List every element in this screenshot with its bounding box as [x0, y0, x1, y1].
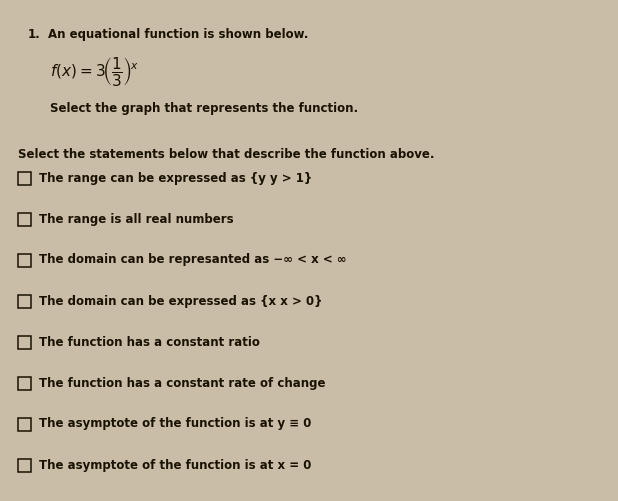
Text: Select the statements below that describe the function above.: Select the statements below that describ…: [18, 148, 434, 161]
Bar: [18, 172, 31, 185]
Bar: [18, 336, 31, 349]
Text: The function has a constant ratio: The function has a constant ratio: [39, 336, 260, 349]
Text: The range can be expressed as {y y > 1}: The range can be expressed as {y y > 1}: [39, 171, 312, 184]
Text: 1.: 1.: [28, 28, 41, 41]
Text: The domain can be expressed as {x x > 0}: The domain can be expressed as {x x > 0}: [39, 295, 323, 308]
Bar: [18, 254, 31, 267]
Bar: [18, 213, 31, 226]
Bar: [18, 377, 31, 390]
Bar: [18, 295, 31, 308]
Text: Select the graph that represents the function.: Select the graph that represents the fun…: [50, 102, 358, 115]
Bar: [18, 418, 31, 431]
Text: An equational function is shown below.: An equational function is shown below.: [48, 28, 308, 41]
Text: The domain can be represanted as −∞ < x < ∞: The domain can be represanted as −∞ < x …: [39, 254, 347, 267]
Text: The asymptote of the function is at x = 0: The asymptote of the function is at x = …: [39, 458, 311, 471]
Text: $f(x) = 3\!\left(\dfrac{1}{3}\right)^{\!x}$: $f(x) = 3\!\left(\dfrac{1}{3}\right)^{\!…: [50, 55, 139, 88]
Text: The function has a constant rate of change: The function has a constant rate of chan…: [39, 376, 326, 389]
Bar: [18, 459, 31, 472]
Text: The range is all real numbers: The range is all real numbers: [39, 212, 234, 225]
Text: The asymptote of the function is at y ≡ 0: The asymptote of the function is at y ≡ …: [39, 417, 311, 430]
